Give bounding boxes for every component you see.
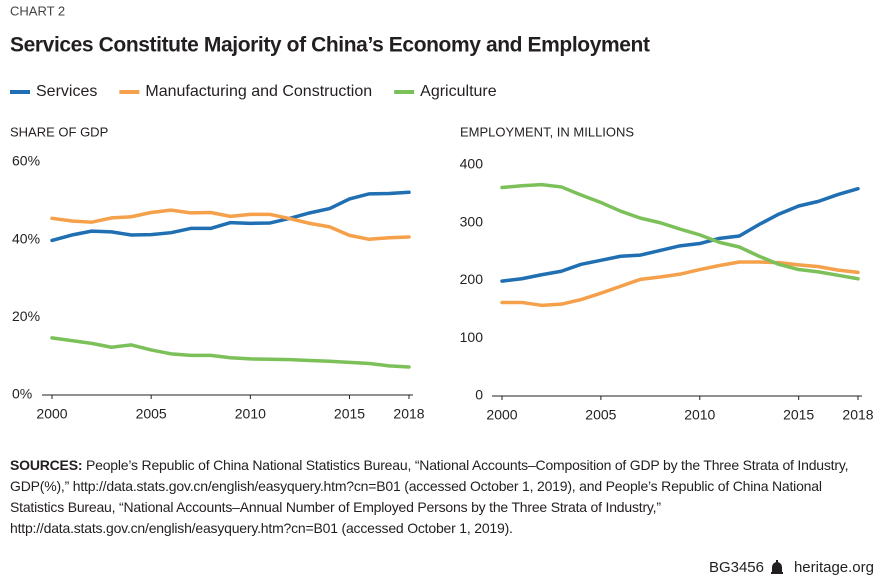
logo-icon: [771, 560, 783, 574]
y-tick-label: 200: [460, 271, 484, 287]
x-tick-label: 2005: [136, 406, 167, 422]
x-tick-label: 2018: [842, 407, 873, 423]
series-line: [500, 182, 860, 281]
kicker: CHART 2: [10, 3, 65, 18]
x-tick-label: 2000: [486, 407, 517, 423]
x-tick-label: 2000: [36, 406, 67, 422]
chart-title: Services Constitute Majority of China’s …: [10, 34, 650, 57]
series-line: [50, 190, 411, 243]
y-tick-label: 0%: [12, 386, 32, 402]
x-tick-label: 2005: [585, 407, 616, 423]
y-tick-label: 100: [460, 329, 484, 345]
footer-site: heritage.org: [794, 559, 874, 576]
x-tick-label: 2010: [684, 407, 715, 423]
legend-label: Services: [36, 83, 97, 100]
sources-text: People’s Republic of China National Stat…: [10, 457, 849, 536]
y-axis-title: EMPLOYMENT, IN MILLIONS: [460, 124, 634, 139]
sources: SOURCES: People’s Republic of China Nati…: [10, 455, 870, 539]
x-tick-label: 2018: [393, 406, 424, 422]
x-tick-label: 2015: [783, 407, 814, 423]
sources-label: SOURCES:: [10, 457, 83, 473]
x-tick-label: 2015: [334, 406, 365, 422]
y-tick-label: 60%: [12, 153, 40, 169]
x-tick-label: 2010: [235, 406, 266, 422]
footer-code: BG3456: [709, 559, 764, 576]
legend-label: Agriculture: [420, 83, 497, 100]
y-tick-label: 20%: [12, 308, 40, 324]
legend-label: Manufacturing and Construction: [145, 83, 372, 100]
y-tick-label: 400: [460, 156, 484, 172]
series-line: [50, 336, 411, 369]
series-line: [500, 260, 860, 308]
y-tick-label: 300: [460, 213, 484, 229]
y-axis-title: SHARE OF GDP: [10, 124, 108, 139]
y-tick-label: 0: [475, 387, 483, 403]
series-line: [50, 208, 411, 242]
series-line: [500, 186, 860, 283]
y-tick-label: 40%: [12, 230, 40, 246]
